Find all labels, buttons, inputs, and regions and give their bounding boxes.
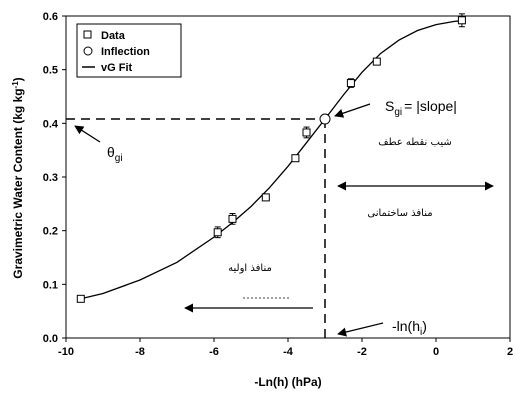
- data-point: [213, 228, 222, 237]
- legend-label-data: Data: [101, 30, 126, 42]
- y-tick-label: 0.0: [43, 333, 58, 345]
- annotation-ln-h-close: ): [422, 318, 427, 334]
- x-tick-label: -6: [209, 346, 219, 358]
- x-tick-label: 2: [507, 346, 513, 358]
- x-tick-label: 0: [433, 346, 439, 358]
- annotation-primary-pores-fa: منافذ اولیه: [228, 263, 272, 274]
- x-tick-label: -8: [135, 346, 145, 358]
- arrow-to-theta-guide: [74, 125, 101, 143]
- data-point: [372, 57, 381, 66]
- vg-fit-line: [80, 20, 462, 300]
- x-tick-label: -10: [58, 346, 74, 358]
- x-tick-label: -2: [357, 346, 367, 358]
- legend-label-inflection: Inflection: [101, 46, 150, 58]
- x-tick-label: -4: [283, 346, 294, 358]
- y-tick-label: 0.2: [43, 226, 58, 238]
- inflection-point: [319, 113, 331, 125]
- data-point: [457, 16, 466, 25]
- y-axis-title-sup: -1: [11, 81, 20, 89]
- data-point: [228, 214, 237, 223]
- y-tick-label: 0.3: [43, 172, 58, 184]
- x-axis-title: -Ln(h) (hPa): [254, 375, 321, 389]
- annotation-theta-sub: gi: [115, 153, 123, 164]
- x-axis-ticks: -10 -8 -6 -4 -2 0 2: [58, 338, 513, 358]
- annotation-slope-rhs: = |slope|: [404, 98, 457, 114]
- legend-marker-square: [83, 30, 92, 39]
- legend-label-vg-fit: vG Fit: [101, 62, 133, 74]
- annotation-ln-h: -ln(hi): [392, 318, 427, 338]
- y-tick-label: 0.5: [43, 65, 58, 77]
- annotation-slope-s: S: [385, 98, 394, 114]
- arrow-to-ln-h-guide: [337, 322, 384, 337]
- annotation-structural-pores-fa: منافذ ساختمانی: [367, 208, 432, 219]
- annotation-slope: Sgi = |slope|: [385, 98, 457, 118]
- data-point: [302, 128, 311, 137]
- legend-box: [76, 23, 182, 78]
- y-axis-title-close: ): [11, 77, 25, 81]
- arrow-to-inflection: [334, 103, 371, 118]
- legend-marker-circle: [83, 46, 93, 56]
- annotation-theta: θgi: [107, 144, 123, 164]
- y-axis-title-main: Gravimetric Water Content (kg kg: [11, 88, 25, 278]
- data-point: [76, 294, 85, 303]
- y-tick-label: 0.6: [43, 11, 58, 23]
- y-tick-label: 0.1: [43, 279, 58, 291]
- annotation-ln-h-sub: i: [420, 327, 422, 338]
- y-axis-title: Gravimetric Water Content (kg kg-1): [11, 77, 25, 278]
- legend: Data Inflection vG Fit: [76, 23, 182, 78]
- annotation-theta-symbol: θ: [107, 144, 115, 160]
- data-point: [261, 193, 270, 202]
- data-point: [346, 79, 355, 88]
- y-axis-ticks: 0.0 0.1 0.2 0.3 0.4 0.5 0.6: [43, 11, 66, 345]
- annotation-slope-sub: gi: [394, 107, 402, 118]
- annotation-ln-h-main: -ln(h: [392, 318, 420, 334]
- y-tick-label: 0.4: [43, 118, 59, 130]
- annotation-inflection-slope-fa: شیب نقطه عطف: [378, 137, 452, 148]
- data-point: [291, 154, 300, 163]
- data-markers: [76, 13, 466, 303]
